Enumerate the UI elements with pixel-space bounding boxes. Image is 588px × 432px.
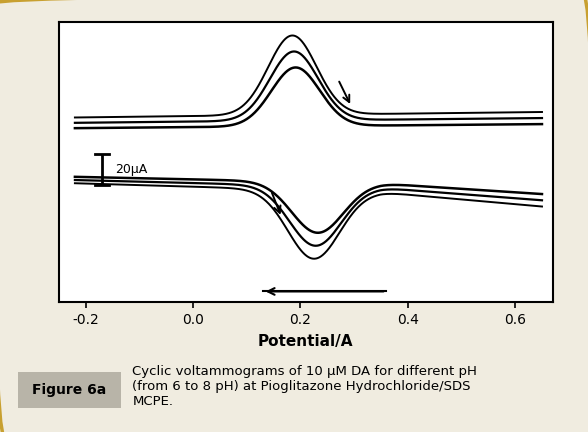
- Text: 20μA: 20μA: [115, 163, 148, 176]
- Text: Figure 6a: Figure 6a: [32, 383, 106, 397]
- X-axis label: Potential/A: Potential/A: [258, 334, 353, 349]
- Text: Cyclic voltammograms of 10 μM DA for different pH
(from 6 to 8 pH) at Pioglitazo: Cyclic voltammograms of 10 μM DA for dif…: [132, 365, 477, 408]
